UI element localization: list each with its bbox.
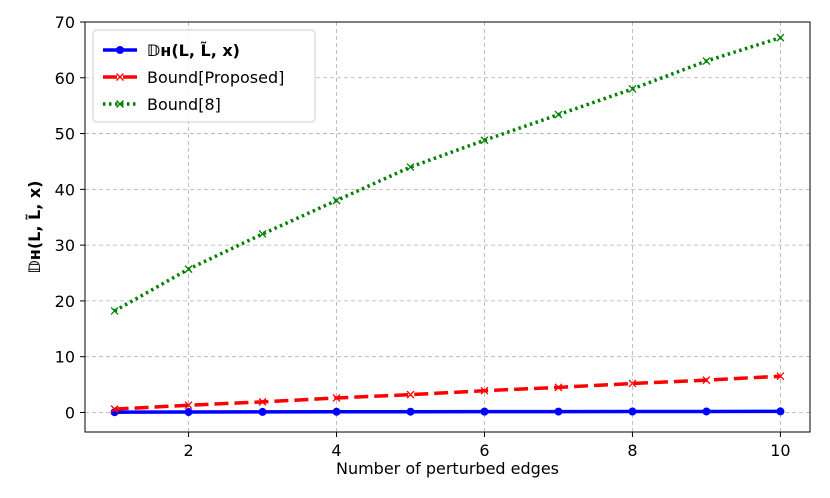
y-tick-label: 70: [55, 13, 75, 32]
data-point: [480, 407, 489, 416]
legend-label: Bound[Proposed]: [147, 68, 284, 87]
x-tick-label: 8: [627, 441, 637, 460]
legend: 𝔻ʜ(L, L̃, x) Bound[Proposed] Bound[8]: [92, 29, 316, 123]
x-tick-label: 10: [770, 441, 790, 460]
marker-stroke: [184, 401, 193, 410]
series-group: [110, 33, 785, 417]
legend-label: 𝔻ʜ(L, L̃, x): [147, 41, 240, 60]
y-tick-label: 40: [55, 180, 75, 199]
x-tick-label: 6: [479, 441, 489, 460]
marker-stroke: [702, 57, 711, 66]
data-point: [776, 407, 785, 416]
data-point: [480, 386, 489, 395]
y-tick-label: 20: [55, 292, 75, 311]
data-point: [258, 230, 267, 238]
data-point: [628, 407, 637, 416]
marker-stroke: [776, 372, 785, 381]
data-point: [480, 136, 489, 145]
data-point: [554, 407, 563, 416]
marker-stroke: [554, 383, 563, 392]
data-point: [258, 397, 267, 406]
series-line: [114, 409, 781, 414]
data-point: [406, 407, 415, 416]
legend-label: Bound[8]: [147, 95, 221, 114]
data-point: [406, 390, 415, 399]
legend-marker: [116, 46, 124, 54]
legend-marker: [116, 100, 124, 108]
data-point: [258, 407, 267, 416]
y-tick-label: 30: [55, 236, 75, 255]
data-point: [776, 372, 785, 381]
marker-stroke: [628, 84, 637, 93]
series-0: [110, 407, 785, 417]
marker-stroke: [480, 386, 489, 395]
data-point: [332, 196, 341, 205]
data-point: [184, 265, 193, 274]
y-tick-label: 10: [55, 348, 75, 367]
data-point: [332, 394, 341, 402]
data-point: [110, 405, 119, 414]
data-point: [554, 110, 563, 119]
legend-item: 𝔻ʜ(L, L̃, x): [103, 41, 240, 60]
marker-stroke: [110, 405, 119, 414]
data-point: [554, 383, 563, 392]
marker-stroke: [406, 390, 415, 399]
x-tick-label: 4: [331, 441, 341, 460]
legend-item: Bound[8]: [103, 95, 221, 114]
data-point: [776, 33, 785, 42]
legend-box: [92, 29, 316, 123]
marker-stroke: [702, 376, 711, 385]
marker-stroke: [258, 397, 267, 406]
marker-stroke: [406, 163, 415, 171]
data-point: [702, 407, 711, 416]
marker-stroke: [776, 33, 785, 42]
marker-stroke: [332, 196, 341, 205]
series-1: [110, 372, 785, 414]
data-point: [332, 407, 341, 416]
data-point: [628, 379, 637, 388]
data-point: [184, 408, 193, 417]
y-axis-label: 𝔻ʜ(L, L̃, x): [25, 181, 44, 274]
marker-stroke: [184, 265, 193, 274]
data-point: [702, 376, 711, 385]
x-tick-label: 2: [183, 441, 193, 460]
marker-stroke: [332, 394, 341, 402]
legend-item: Bound[Proposed]: [103, 68, 284, 87]
legend-marker: [116, 73, 124, 81]
marker-stroke: [554, 110, 563, 119]
marker-stroke: [480, 136, 489, 145]
series-2: [110, 33, 785, 315]
ticks: 2 4 6 8 10 0 10 20 30 40 50 60 70: [55, 13, 791, 460]
y-tick-label: 50: [55, 125, 75, 144]
plot-frame: [84, 21, 811, 433]
data-point: [184, 401, 193, 410]
data-point: [628, 84, 637, 93]
y-tick-label: 0: [65, 403, 75, 422]
series-line: [114, 374, 781, 411]
marker-stroke: [116, 73, 124, 81]
data-point: [702, 57, 711, 66]
data-point: [110, 306, 119, 315]
marker-stroke: [110, 306, 119, 315]
data-point: [406, 163, 415, 171]
marker-stroke: [116, 100, 124, 108]
x-axis-label: Number of perturbed edges: [336, 459, 559, 478]
marker-stroke: [258, 230, 267, 238]
marker-stroke: [628, 379, 637, 388]
y-tick-label: 60: [55, 69, 75, 88]
